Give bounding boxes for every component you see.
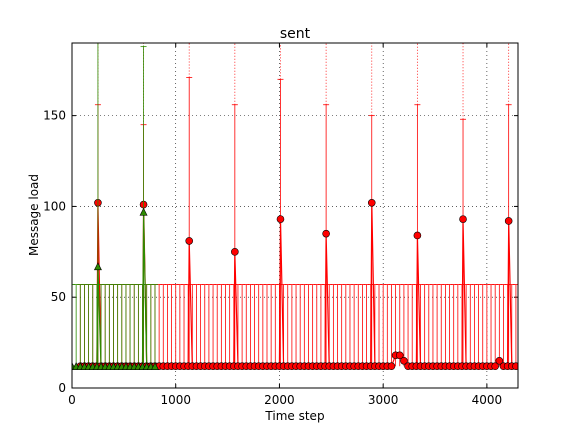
x-axis-title: Time step: [264, 409, 324, 423]
data-point: [367, 198, 376, 207]
data-point: [459, 215, 467, 223]
data-point: [139, 207, 148, 216]
data-point: [400, 356, 408, 365]
x-tick-label: 2000: [264, 393, 295, 407]
data-point: [276, 215, 285, 223]
data-point: [322, 229, 330, 238]
y-tick-label: 50: [51, 290, 66, 304]
chart-title: sent: [280, 26, 311, 42]
series-1: [72, 43, 159, 371]
data-point: [93, 262, 102, 271]
x-tick-label: 4000: [472, 393, 503, 407]
plot-frame: [71, 42, 519, 389]
data-point: [387, 362, 396, 371]
data-point: [231, 248, 239, 256]
data-point: [413, 231, 422, 240]
data-point: [504, 217, 513, 225]
data-point: [150, 362, 159, 371]
data-point: [495, 356, 504, 365]
x-tick-label: 3000: [368, 393, 399, 407]
y-tick-label: 150: [43, 109, 66, 123]
data-point: [512, 362, 518, 371]
x-tick-label: 0: [68, 393, 76, 407]
y-tick-label: 0: [58, 381, 66, 395]
tick-labels: 0 1000 2000 3000 4000 0 50 100 150: [43, 109, 502, 407]
data-point: [185, 237, 194, 245]
y-axis-title: Message load: [27, 174, 41, 256]
data-point: [491, 362, 499, 371]
series-layer: [72, 43, 518, 371]
x-tick-label: 1000: [160, 393, 191, 407]
y-tick-label: 100: [43, 199, 66, 213]
data-point: [395, 351, 404, 360]
